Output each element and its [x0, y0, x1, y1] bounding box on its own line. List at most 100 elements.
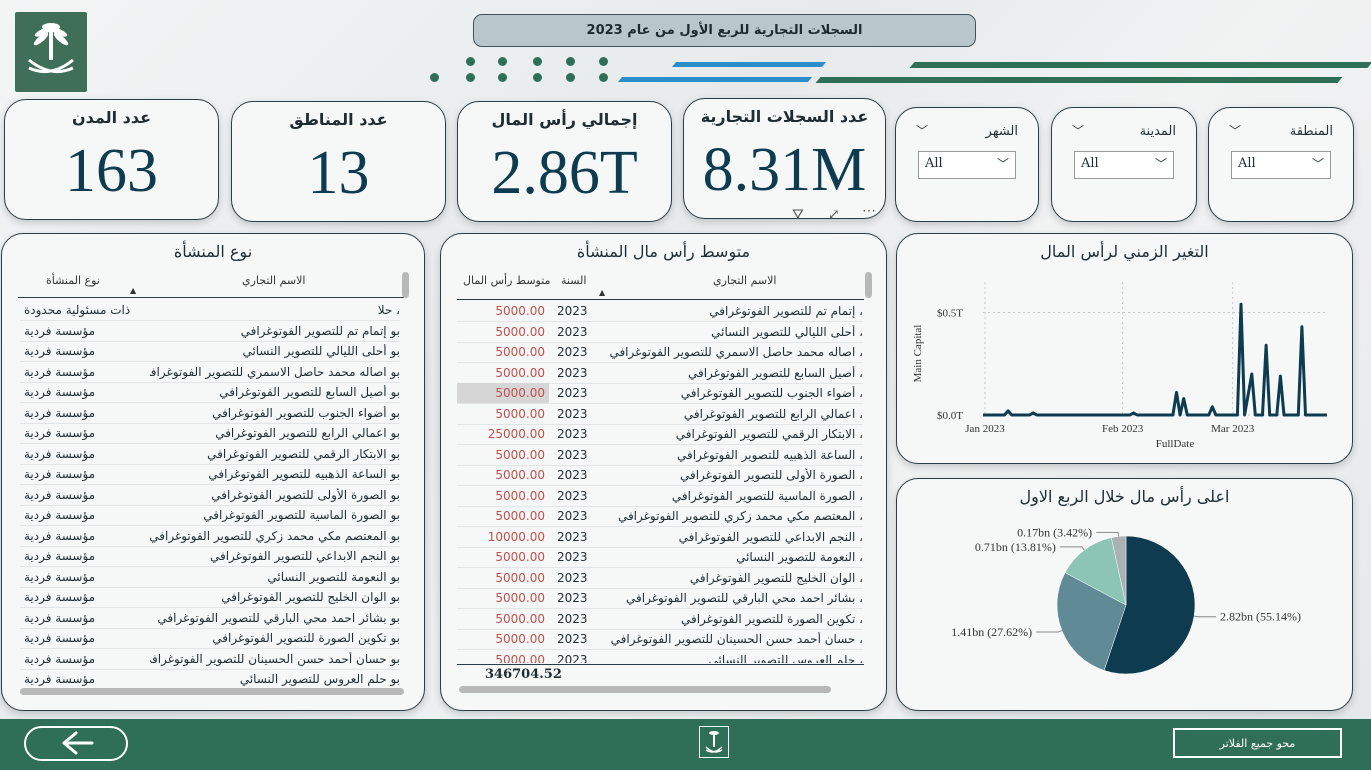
- capital-trend-panel: التغير الزمني لرأس المال $0.0T $0.5T Jan 2…: [896, 233, 1353, 464]
- region-dropdown[interactable]: All ﹀: [1231, 151, 1331, 179]
- table-row[interactable]: ، أضواء الجنوب للتصوير الفوتوغرافي 2023 50…: [457, 383, 863, 404]
- kpi-card-records: عدد السجلات التجارية 8.31M: [683, 98, 886, 219]
- table-row[interactable]: بو الساعة الذهبيه للتصوير الفوتوغرافي مؤس…: [20, 464, 400, 485]
- kpi-value: 163: [65, 137, 158, 205]
- kpi-title: إجمالي رأس المال: [491, 110, 638, 129]
- cell-year: 2023: [557, 632, 588, 646]
- cell-name: بو النجم الابداعي للتصوير الفوتوغرافي: [209, 549, 400, 563]
- focus-mode-icon[interactable]: ⤢: [828, 207, 840, 223]
- table-row[interactable]: ، أصيل السابع للتصوير الفوتوغرافي 2023 500…: [457, 363, 863, 384]
- filter-title: الشهر: [985, 124, 1018, 139]
- table-row[interactable]: ، حلا ذات مسئولية محدودة: [20, 300, 400, 321]
- cell-name: ، النجم الابداعي للتصوير الفوتوغرافي: [678, 529, 863, 544]
- column-header-avg-capital[interactable]: متوسط رأس المال: [463, 274, 551, 287]
- chevron-down-icon: ﹀: [1154, 157, 1167, 171]
- column-header-year[interactable]: السنة: [561, 274, 587, 287]
- table-row[interactable]: ، الصورة الأولى للتصوير الفوتوغرافي 2023 5…: [457, 465, 863, 486]
- cell-name: ، حلا: [377, 303, 400, 317]
- cell-type: مؤسسة فردية: [24, 672, 96, 686]
- saudi-emblem-logo: [15, 12, 87, 92]
- cell-type: مؤسسة فردية: [24, 467, 96, 481]
- kpi-title: عدد المناطق: [289, 110, 388, 129]
- chevron-down-icon: ﹀: [1311, 157, 1324, 171]
- cell-name: ، اصاله محمد حاصل الاسمري للتصوير الفوتو…: [609, 345, 863, 359]
- cell-type: مؤسسة فردية: [24, 323, 96, 338]
- column-header-name[interactable]: الاسم التجاري: [713, 274, 777, 287]
- filter-icon[interactable]: ⛛: [792, 207, 804, 223]
- table-row[interactable]: بو بشائر احمد محي البارقي للتصوير الفوتو…: [20, 608, 400, 629]
- chevron-down-icon[interactable]: ﹀: [916, 124, 929, 138]
- clear-all-filters-button[interactable]: محو جميع الفلاتر: [1173, 728, 1342, 758]
- table-row[interactable]: بو حسان أحمد حسن الحسينان للتصوير الفوتو…: [20, 649, 400, 670]
- table-row[interactable]: ، الساعة الذهبيه للتصوير الفوتوغرافي 2023…: [457, 445, 863, 466]
- table-row[interactable]: بو حلم العروس للتصوير النسائي مؤسسة فردية: [20, 669, 400, 690]
- table-row[interactable]: بو الابتكار الرقمي للتصوير الفوتوغرافي مؤ…: [20, 444, 400, 465]
- city-dropdown[interactable]: All ﹀: [1074, 151, 1174, 179]
- pie-slice[interactable]: [1064, 537, 1127, 606]
- table-row[interactable]: بو أحلى الليالي للتصوير النسائي مؤسسة فرد…: [20, 341, 400, 362]
- pie-leader-line: [1194, 615, 1217, 618]
- table-row[interactable]: ، النعومة للتصوير النسائي 2023 5000.00: [457, 547, 863, 568]
- table-row[interactable]: بو تكوين الصورة للتصوير الفوتوغرافي مؤسسة…: [20, 628, 400, 649]
- cell-name: ، حلم العروس للتصوير النسائي: [708, 652, 863, 664]
- cell-name: ، حسان أحمد حسن الحسينان للتصوير الفوتوغ…: [610, 632, 863, 646]
- pie-label: 0.71bn (13.81%): [975, 540, 1056, 554]
- cell-avg-capital: 5000.00: [495, 611, 545, 626]
- vertical-scrollbar[interactable]: [402, 272, 409, 298]
- table-row[interactable]: ، حلم العروس للتصوير النسائي 2023 5000.00: [457, 650, 863, 664]
- y-axis-label: Main Capital: [912, 325, 924, 383]
- cell-name: ، النعومة للتصوير النسائي: [736, 550, 863, 564]
- pie-slice[interactable]: [1056, 572, 1127, 671]
- chart-title: التغير الزمني لرأس المال: [1040, 242, 1209, 261]
- table-row[interactable]: ، النجم الابداعي للتصوير الفوتوغرافي 2023…: [457, 527, 863, 548]
- table-row[interactable]: ، تكوين الصورة للتصوير الفوتوغرافي 2023 50…: [457, 609, 863, 630]
- table-row[interactable]: بو النجم الابداعي للتصوير الفوتوغرافي مؤس…: [20, 546, 400, 567]
- x-tick-label: Jan 2023: [965, 423, 1005, 435]
- cell-name: بو حلم العروس للتصوير النسائي: [239, 672, 400, 686]
- table-row[interactable]: بو أضواء الجنوب للتصوير الفوتوغرافي مؤسسة…: [20, 403, 400, 424]
- table-row[interactable]: ، حسان أحمد حسن الحسينان للتصوير الفوتوغ…: [457, 629, 863, 650]
- cell-name: ، بشائر احمد محي البارقي للتصوير الفوتوغ…: [626, 591, 863, 605]
- table-row[interactable]: بو النعومة للتصوير النسائي مؤسسة فردية: [20, 567, 400, 588]
- cell-year: 2023: [557, 488, 588, 503]
- table-row[interactable]: بو الصورة الأولى للتصوير الفوتوغرافي مؤسس…: [20, 485, 400, 506]
- column-header-name[interactable]: الاسم التجاري: [242, 274, 306, 287]
- table-row[interactable]: بو أصيل السابع للتصوير الفوتوغرافي مؤسسة …: [20, 382, 400, 403]
- cell-name: بو بشائر احمد محي البارقي للتصوير الفوتو…: [157, 610, 400, 625]
- table-row[interactable]: بو الصورة الماسية للتصوير الفوتوغرافي مؤس…: [20, 505, 400, 526]
- cell-year: 2023: [557, 386, 588, 400]
- chevron-down-icon[interactable]: ﹀: [1229, 124, 1242, 138]
- table-row[interactable]: ، اعمالي الرابع للتصوير الفوتوغرافي 2023 5…: [457, 404, 863, 425]
- chevron-down-icon[interactable]: ﹀: [1072, 124, 1085, 138]
- table-row[interactable]: ، الصورة الماسية للتصوير الفوتوغرافي 2023…: [457, 486, 863, 507]
- table-row[interactable]: ، المعتصم مكي محمد زكري للتصوير الفوتوغر…: [457, 506, 863, 527]
- horizontal-scrollbar[interactable]: [459, 686, 831, 693]
- table-row[interactable]: ، الابتكار الرقمي للتصوير الفوتوغرافي 202…: [457, 424, 863, 445]
- table-row[interactable]: بو اعمالي الرابع للتصوير الفوتوغرافي مؤسس…: [20, 423, 400, 444]
- vertical-scrollbar[interactable]: [865, 272, 872, 298]
- table-row[interactable]: بو المعتصم مكي محمد زكري للتصوير الفوتوغ…: [20, 526, 400, 547]
- cell-year: 2023: [557, 652, 588, 664]
- month-dropdown[interactable]: All ﹀: [918, 151, 1016, 179]
- more-options-icon[interactable]: ⋯: [862, 203, 876, 219]
- table-row[interactable]: بو اصاله محمد حاصل الاسمري للتصوير الفوت…: [20, 362, 400, 383]
- table-row[interactable]: بو الوان الخليج للتصوير الفوتوغرافي مؤسسة…: [20, 587, 400, 608]
- table-row[interactable]: ، اصاله محمد حاصل الاسمري للتصوير الفوتو…: [457, 342, 863, 363]
- column-header-type[interactable]: نوع المنشأة: [46, 274, 100, 287]
- table-row[interactable]: ، الوان الخليج للتصوير الفوتوغرافي 2023 50…: [457, 568, 863, 589]
- cell-name: ، الصورة الأولى للتصوير الفوتوغرافي: [679, 468, 863, 482]
- horizontal-scrollbar[interactable]: [20, 688, 404, 695]
- cell-type: مؤسسة فردية: [24, 385, 96, 399]
- cell-avg-capital: 5000.00: [495, 632, 545, 646]
- type-table-body: ، حلا ذات مسئولية محدودة بو إتمام تم للتصو…: [20, 300, 400, 690]
- back-button[interactable]: [24, 726, 128, 761]
- table-row[interactable]: بو إتمام تم للتصوير الفوتوغرافي مؤسسة فرد…: [20, 321, 400, 342]
- table-row[interactable]: ، أحلى الليالي للتصوير النسائي 2023 5000.0…: [457, 322, 863, 343]
- table-row[interactable]: ، بشائر احمد محي البارقي للتصوير الفوتوغ…: [457, 588, 863, 609]
- table-row[interactable]: ، إتمام تم للتصوير الفوتوغرافي 2023 5000.0…: [457, 301, 863, 322]
- x-tick-label: Mar 2023: [1211, 423, 1255, 435]
- cell-year: 2023: [557, 570, 588, 585]
- cell-avg-capital: 5000.00: [495, 406, 545, 421]
- pie-slice[interactable]: [1103, 535, 1196, 675]
- cell-name: ، اعمالي الرابع للتصوير الفوتوغرافي: [683, 406, 863, 421]
